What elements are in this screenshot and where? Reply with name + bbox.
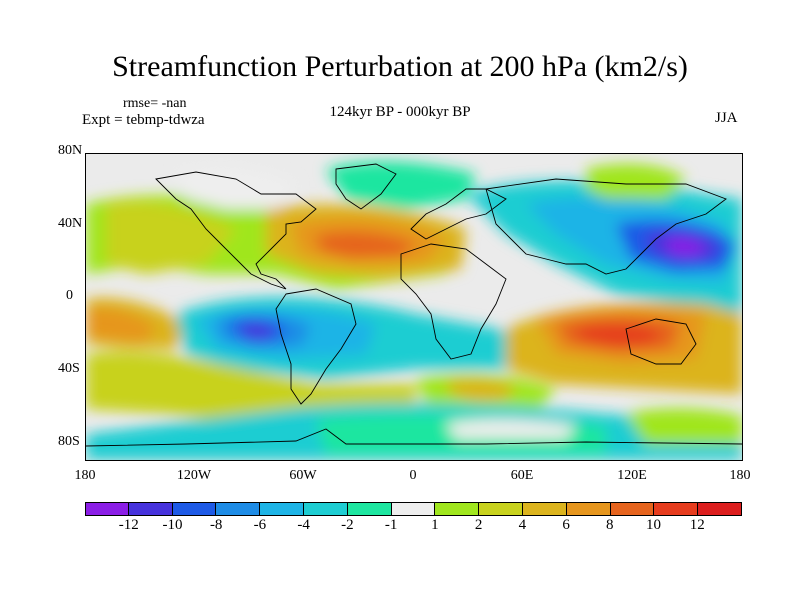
colorbar-label: -8 xyxy=(209,517,223,533)
colorbar-swatch xyxy=(172,502,217,515)
streamfunction-field xyxy=(86,154,742,460)
colorbar-swatch xyxy=(216,502,261,515)
field-negative-nw-pacific-min xyxy=(666,238,706,255)
colorbar-label: 12 xyxy=(689,517,705,533)
colorbar-label: -2 xyxy=(341,517,354,533)
colorbar-swatch xyxy=(347,502,392,515)
colorbar-label: -4 xyxy=(297,517,310,533)
colorbar-swatch xyxy=(698,502,741,515)
lat-tick-80n: 80N xyxy=(58,143,83,158)
season-label: JJA xyxy=(715,110,738,126)
colorbar-swatch xyxy=(479,502,523,515)
rmse-label: rmse= -nan xyxy=(123,96,187,111)
colorbar-swatch xyxy=(522,502,567,515)
colorbar-swatch xyxy=(391,502,436,515)
colorbar-label: 1 xyxy=(431,517,439,533)
colorbar-label: -6 xyxy=(253,517,267,533)
lat-tick-40n: 40N xyxy=(58,216,83,231)
colorbar-label: -10 xyxy=(162,517,183,533)
coastline-europe xyxy=(410,188,507,240)
field-positive-east-pacific-core xyxy=(86,307,156,342)
colorbar xyxy=(85,502,741,515)
field-positive-south-atlantic-core xyxy=(446,378,516,401)
colorbar-swatch xyxy=(610,502,655,515)
colorbar-swatch xyxy=(303,502,348,515)
coastline-south-america xyxy=(275,288,357,405)
field-negative-south-america-min xyxy=(241,323,274,339)
chart-title: Streamfunction Perturbation at 200 hPa (… xyxy=(112,50,688,83)
lon-tick-60e: 60E xyxy=(510,468,534,483)
field-positive-south-pacific-far xyxy=(626,408,742,444)
field-positive-nw-pacific xyxy=(106,200,236,274)
lon-tick-180w: 180 xyxy=(74,468,96,483)
colorbar-label: 4 xyxy=(518,517,527,533)
field-positive-australia-peak xyxy=(576,324,661,346)
field-positive-atlantic-peak xyxy=(316,231,416,258)
colorbar-swatch xyxy=(128,502,173,515)
colorbar-swatch xyxy=(566,502,611,515)
lon-tick-60w: 60W xyxy=(289,468,317,483)
coastline-africa xyxy=(400,243,507,360)
field-white-south xyxy=(446,419,576,439)
lat-tick-40s: 40S xyxy=(58,361,80,376)
colorbar-label: -12 xyxy=(118,517,139,533)
coastline-north-america xyxy=(155,171,317,290)
colorbar-label: 6 xyxy=(562,517,570,533)
colorbar-label: 10 xyxy=(646,517,662,533)
colorbar-swatch xyxy=(260,502,304,515)
colorbar-label: 2 xyxy=(474,517,483,533)
lat-tick-0: 0 xyxy=(66,288,73,303)
colorbar-label: -1 xyxy=(384,517,398,533)
coastline-australia xyxy=(625,318,697,365)
lat-tick-80s: 80S xyxy=(58,434,80,449)
period-label: 124kyr BP - 000kyr BP xyxy=(329,104,471,120)
lon-tick-120w: 120W xyxy=(176,468,212,483)
coastline-greenland xyxy=(335,163,397,210)
colorbar-swatch xyxy=(85,502,129,515)
coastline-antarctica xyxy=(86,428,742,447)
colorbar-swatch xyxy=(654,502,699,515)
lon-tick-0: 0 xyxy=(409,468,417,483)
lon-tick-180e: 180 xyxy=(729,468,751,483)
field-negative-arctic xyxy=(326,161,476,209)
colorbar-label: 8 xyxy=(606,517,614,533)
colorbar-swatch xyxy=(435,502,480,515)
field-negative-ne-pacific xyxy=(176,166,296,209)
coastlines xyxy=(86,163,742,447)
map-panel xyxy=(85,153,743,461)
field-positive-far-ne xyxy=(586,163,686,199)
lon-tick-120e: 120E xyxy=(617,468,647,483)
coastline-asia xyxy=(485,178,727,275)
experiment-label: Expt = tebmp-tdwza xyxy=(82,112,205,128)
